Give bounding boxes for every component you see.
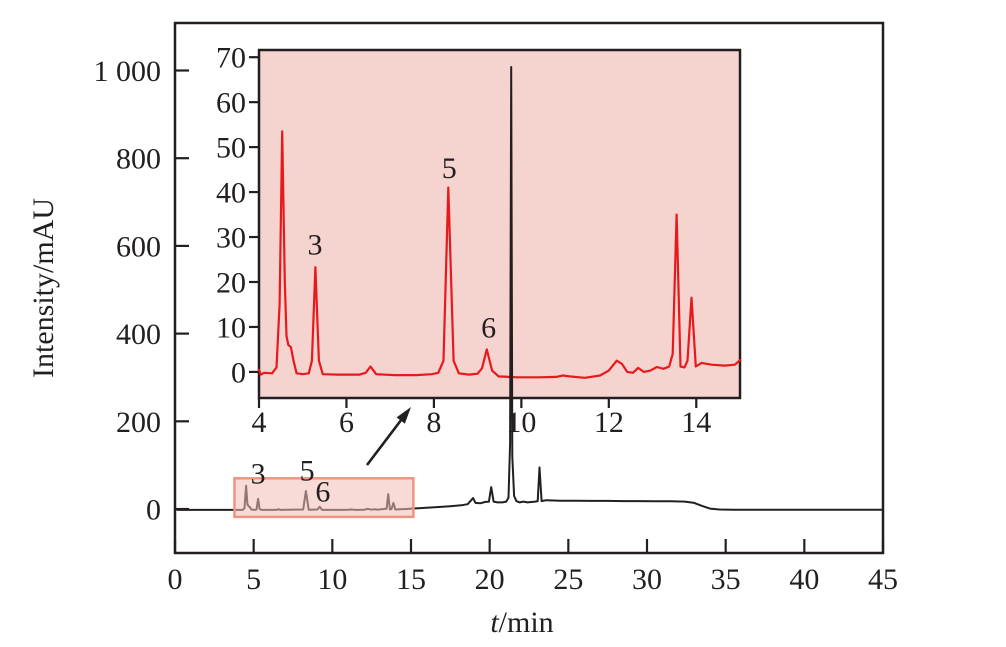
inset-x-tick-label: 14 [681,406,711,439]
inset-y-tick-label: 70 [216,42,246,75]
main-x-tick-label: 35 [711,563,741,596]
inset-peak-label-3: 3 [307,228,322,261]
inset-y-tick-label: 50 [216,132,246,165]
main-y-tick-label: 400 [116,318,161,351]
inset-x-tick-label: 4 [252,406,267,439]
main-y-tick-label: 1 000 [94,55,162,88]
inset-x-tick-label: 12 [594,406,624,439]
x-axis-title-unit: /min [498,606,554,639]
inset-x-tick-label: 6 [339,406,354,439]
main-x-tick-label: 10 [317,563,347,596]
main-x-tick-label: 0 [168,563,183,596]
main-x-tick-label: 30 [632,563,662,596]
inset-plot-frame [257,48,742,400]
x-axis-title-variable: t [490,606,499,639]
main-x-tick-label: 25 [553,563,583,596]
y-axis-title: Intensity/mAU [27,198,60,378]
inset-trace [257,130,742,379]
inset-y-tick-label: 20 [216,267,246,300]
inset-y-tick-label: 30 [216,222,246,255]
inset-y-tick-label: 0 [231,356,246,389]
main-y-tick-label: 800 [116,143,161,176]
main-y-tick-label: 200 [116,406,161,439]
inset-y-tick-label: 10 [216,311,246,344]
main-x-tick-label: 45 [868,563,898,596]
main-peak-label-6: 6 [315,476,330,509]
callout-arrow-head [396,407,411,424]
inset-x-tick-label: 8 [426,406,441,439]
main-x-tick-label: 20 [475,563,505,596]
highlight-box [233,477,415,519]
callout-arrow-line [365,414,406,466]
main-plot-frame [173,21,885,555]
main-x-tick-label: 15 [396,563,426,596]
main-annotations-group: 3 56 [251,454,331,508]
inset-peak-label-6: 6 [481,311,496,344]
main-x-tick-label: 5 [246,563,261,596]
main-y-tick-label: 0 [146,494,161,527]
inset-peak-label-5: 5 [442,152,457,185]
inset-y-tick-label: 40 [216,177,246,210]
x-axis-title: t/min [422,606,622,642]
main-peak-label-5: 5 [300,454,315,487]
main-x-tick-label: 40 [789,563,819,596]
main-y-tick-label: 600 [116,230,161,263]
main-peak-label-3: 3 [251,458,266,491]
inset-y-tick-label: 60 [216,87,246,120]
